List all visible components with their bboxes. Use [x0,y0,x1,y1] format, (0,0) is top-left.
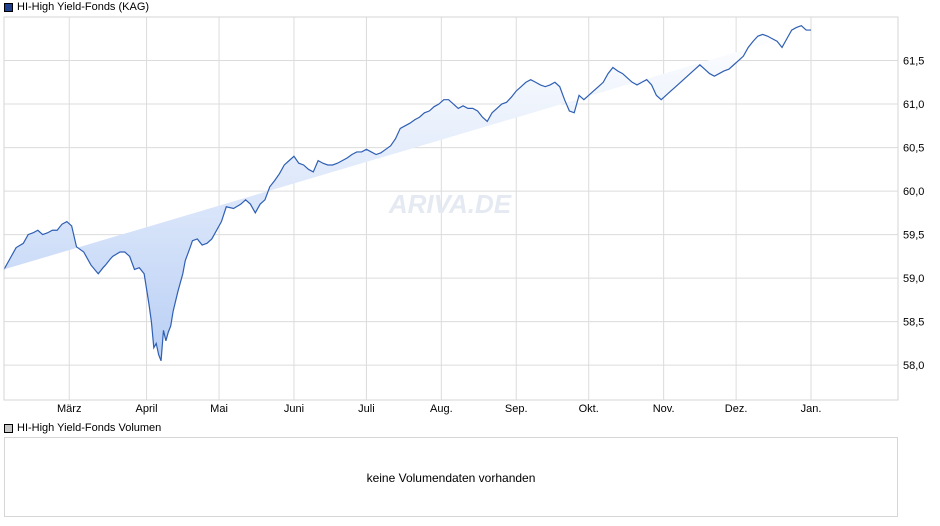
x-tick-label: Okt. [579,403,599,415]
y-tick-label: 59,5 [903,230,924,242]
watermark: ARIVA.DE [388,189,512,219]
x-tick-label: März [57,403,81,415]
price-legend: HI-High Yield-Fonds (KAG) [4,0,149,14]
y-tick-label: 60,0 [903,186,924,198]
price-line [3,25,812,362]
price-area [4,25,812,361]
x-axis-labels: März April Mai Juni Juli Aug. Sep. Okt. Nov. Dez.… [57,403,821,415]
y-tick-label: 61,0 [903,99,924,111]
y-tick-label: 60,5 [903,143,924,155]
x-tick-label: Mai [210,403,228,415]
y-tick-label: 58,5 [903,317,924,329]
x-tick-label: Aug. [430,403,453,415]
price-legend-swatch [4,2,13,12]
y-axis-labels: 58,0 58,5 59,0 59,5 60,0 60,5 61,0 61,5 [903,56,924,373]
x-tick-label: Juli [358,403,375,415]
volume-legend-swatch [4,423,13,433]
y-tick-label: 61,5 [903,56,924,68]
y-tick-label: 59,0 [903,273,924,285]
x-tick-label: Dez. [725,403,748,415]
volume-empty-message: keine Volumendaten vorhanden [366,471,536,485]
y-tick-label: 58,0 [903,360,924,372]
x-tick-label: Jan. [801,403,822,415]
volume-legend-label: HI-High Yield-Fonds Volumen [17,422,162,434]
volume-panel: keine Volumendaten vorhanden [4,437,898,517]
price-legend-label: HI-High Yield-Fonds (KAG) [17,1,150,13]
x-tick-label: Sep. [505,403,528,415]
x-tick-label: Juni [284,403,304,415]
plot-border [3,16,899,401]
price-chart: ARIVA.DE 58,0 58,5 59,0 59,5 60,0 60,5 61,0 61,… [3,16,924,415]
x-tick-label: Nov. [653,403,675,415]
x-tick-label: April [136,403,158,415]
volume-legend: HI-High Yield-Fonds Volumen [4,421,161,435]
